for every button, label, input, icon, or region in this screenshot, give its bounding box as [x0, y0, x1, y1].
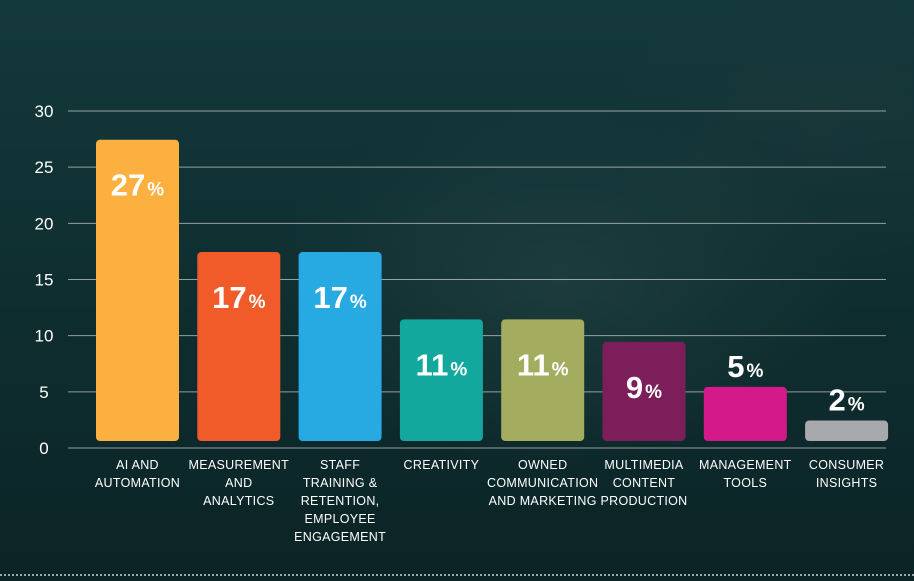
dotted-divider: [0, 574, 914, 576]
bar: [805, 420, 889, 441]
data-label: 27%: [111, 168, 164, 203]
x-tick-label: CONSUMER INSIGHTS: [809, 458, 884, 490]
bar: [501, 319, 585, 441]
x-tick-label: MEASUREMENT AND ANALYTICS: [189, 458, 290, 508]
data-label: 5%: [727, 349, 763, 384]
x-tick-label: OWNED COMMUNICATION AND MARKETING: [487, 458, 598, 508]
bar: [96, 139, 179, 441]
y-tick-label: 15: [35, 271, 54, 290]
bar: [602, 341, 686, 441]
bar: [703, 386, 787, 441]
y-tick-label: 5: [39, 383, 48, 402]
data-label: 17%: [313, 280, 366, 315]
y-tick-label: 20: [35, 214, 54, 233]
y-tick-label: 25: [35, 158, 54, 177]
y-tick-label: 10: [35, 327, 54, 346]
data-label: 9%: [626, 370, 662, 405]
data-label: 2%: [829, 383, 865, 418]
x-tick-label: STAFF TRAINING & RETENTION, EMPLOYEE ENGAGEM…: [294, 458, 386, 544]
data-label: 17%: [212, 280, 265, 315]
x-tick-label: MULTIMEDIA CONTENT PRODUCTION: [600, 458, 687, 508]
bar: [197, 252, 281, 441]
y-tick-label: 0: [39, 439, 48, 458]
data-label: 11%: [416, 347, 468, 382]
y-tick-label: 30: [35, 102, 54, 121]
data-label: 11%: [517, 347, 569, 382]
x-tick-label: AI AND AUTOMATION: [95, 458, 180, 490]
x-tick-label: MANAGEMENT TOOLS: [699, 458, 792, 490]
x-tick-label: CREATIVITY: [404, 458, 480, 472]
bar: [298, 252, 382, 441]
bar: [399, 319, 483, 441]
